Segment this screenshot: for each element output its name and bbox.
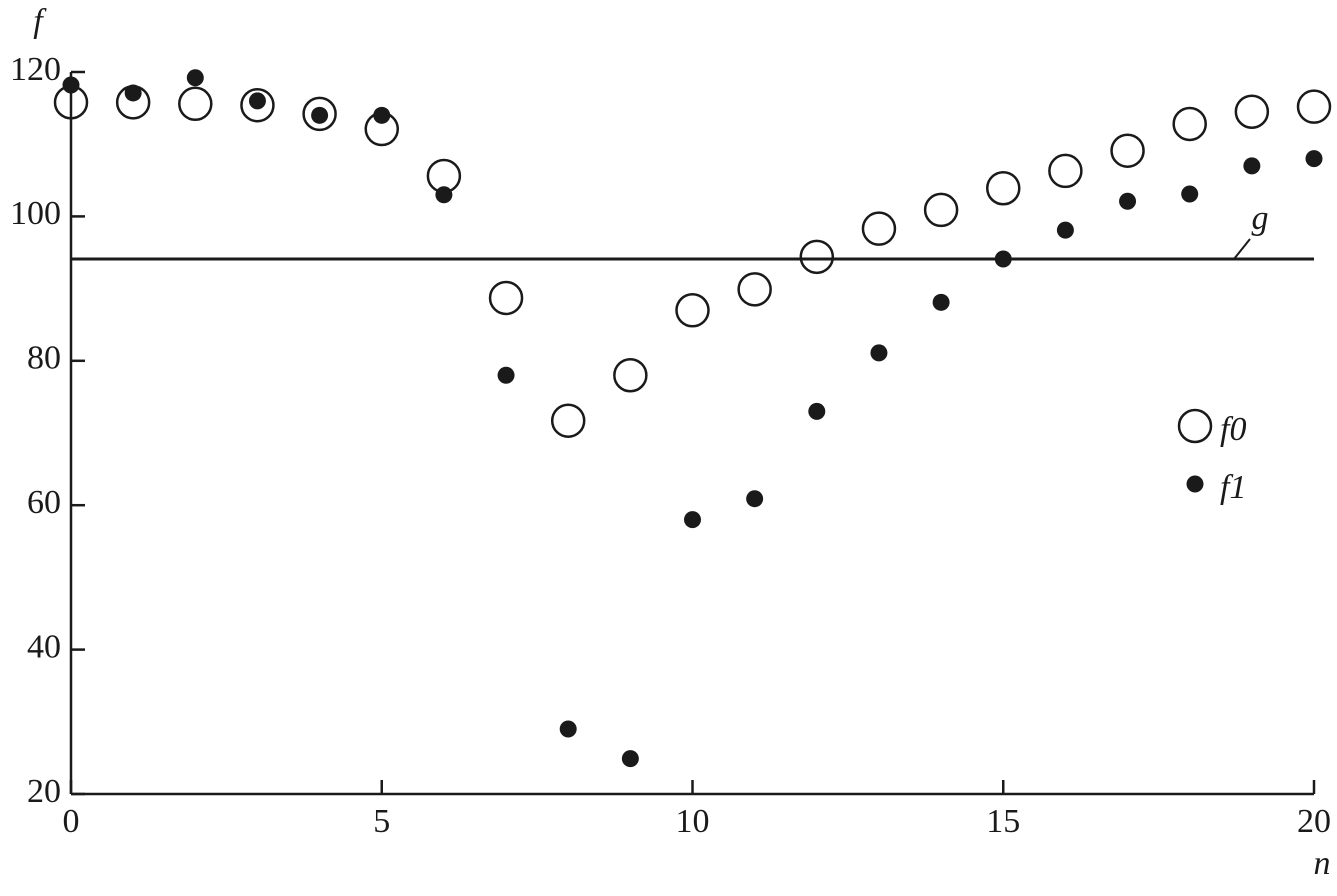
- x-tick-label: 10: [676, 803, 710, 840]
- point: [559, 720, 577, 738]
- x-tick-label: 15: [986, 803, 1020, 840]
- y-tick-label: 40: [27, 628, 61, 665]
- y-tick-label: 100: [10, 195, 61, 232]
- reference-label: g: [1252, 200, 1269, 237]
- point: [488, 280, 524, 316]
- point: [1296, 89, 1332, 124]
- legend-marker: [1186, 475, 1204, 493]
- point: [1243, 157, 1261, 175]
- legend-label: f1: [1220, 469, 1246, 506]
- point: [675, 293, 710, 328]
- point: [1056, 221, 1074, 239]
- point: [186, 69, 204, 87]
- point: [248, 92, 266, 110]
- point: [240, 87, 275, 123]
- x-tick-label: 20: [1297, 803, 1331, 840]
- y-axis-label: f: [33, 3, 47, 40]
- point: [1234, 94, 1270, 129]
- point: [373, 106, 391, 124]
- point: [861, 211, 897, 246]
- point: [737, 272, 772, 307]
- point: [435, 186, 453, 204]
- point: [613, 357, 648, 393]
- point: [986, 170, 1021, 206]
- point: [1110, 133, 1145, 168]
- point: [808, 402, 826, 420]
- x-tick-label: 5: [373, 803, 390, 840]
- legend-label: f0: [1220, 411, 1246, 448]
- reference-leader: [1233, 238, 1251, 260]
- point: [178, 86, 213, 122]
- point: [1181, 185, 1199, 203]
- y-tick-label: 120: [10, 51, 61, 88]
- x-axis-label: n: [1314, 845, 1331, 882]
- point: [799, 239, 835, 275]
- point: [62, 76, 80, 94]
- point: [923, 192, 959, 228]
- x-tick-label: 0: [63, 803, 80, 840]
- point: [1119, 192, 1137, 210]
- point: [932, 293, 950, 311]
- point: [497, 366, 515, 384]
- y-tick-label: 80: [27, 340, 61, 377]
- point: [746, 490, 764, 508]
- y-tick-label: 60: [27, 484, 61, 521]
- y-tick-label: 20: [27, 773, 61, 810]
- point: [302, 96, 337, 132]
- point: [870, 344, 888, 362]
- point: [124, 84, 142, 102]
- point: [621, 750, 639, 768]
- point: [1172, 106, 1207, 142]
- point: [684, 511, 701, 529]
- point: [311, 106, 329, 124]
- legend-marker: [1177, 408, 1213, 444]
- point: [550, 403, 586, 438]
- point: [1048, 153, 1083, 189]
- point: [1305, 150, 1323, 168]
- point: [994, 250, 1012, 268]
